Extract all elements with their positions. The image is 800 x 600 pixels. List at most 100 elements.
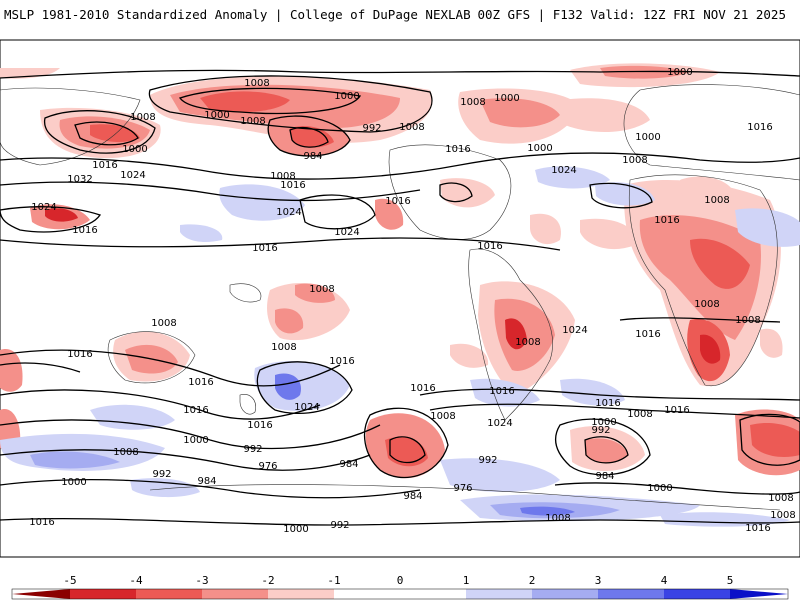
isobar-label: 1008	[130, 112, 155, 123]
isobar-label: 1016	[72, 225, 97, 236]
model-run-label: 00Z GFS | F132 Valid: 12Z FRI NOV 21 202…	[477, 7, 786, 22]
isobar-label: 1008	[244, 78, 269, 89]
isobar-label: 1008	[770, 510, 795, 521]
anomaly-region-neg	[680, 176, 735, 202]
isobar-label: 1016	[188, 377, 213, 388]
anomaly-region-pos	[30, 451, 120, 469]
isobar-label: 1016	[635, 329, 660, 340]
anomaly-region-pos	[219, 184, 305, 221]
isobar-label: 976	[258, 461, 277, 472]
anomaly-region-neg	[200, 91, 290, 113]
isobar-label: 984	[403, 491, 422, 502]
isobar-label: 1008	[622, 155, 647, 166]
isobar-label: 1008	[515, 337, 540, 348]
anomaly-region-neg	[375, 198, 404, 230]
anomaly-region-neg	[700, 334, 721, 364]
colorbar: -5 -4 -3 -2 -1 0 1 2 3 4 5	[11, 574, 789, 600]
anomaly-region-neg	[760, 328, 783, 358]
anomaly-region-pos	[254, 361, 350, 411]
isobar-label: 1016	[445, 144, 470, 155]
coastlines	[0, 84, 800, 511]
colorbar-tick-label: -3	[195, 574, 208, 587]
isobar-label: 992	[362, 123, 381, 134]
anomaly-region-neg	[750, 422, 800, 457]
isobar-label: 1000	[283, 524, 308, 535]
isobars	[0, 69, 800, 526]
isobar-label: 1024	[120, 170, 145, 181]
anomaly-region-neg	[440, 178, 495, 208]
anomaly-region-pos	[470, 378, 540, 407]
isobar-label: 1024	[551, 165, 576, 176]
isobar-label: 1000	[635, 132, 660, 143]
isobar-label: 1016	[29, 517, 54, 528]
isobar-label: 1000	[122, 144, 147, 155]
isobar-label: 1024	[334, 227, 359, 238]
isobar-label: 1016	[489, 386, 514, 397]
isobar-label: 1016	[477, 241, 502, 252]
isobar-label: 992	[478, 455, 497, 466]
isobar-label: 992	[591, 425, 610, 436]
isobar-label: 1016	[92, 160, 117, 171]
isobar-label: 1016	[664, 405, 689, 416]
isobar-label: 1016	[385, 196, 410, 207]
map-title: MSLP 1981-2010 Standardized Anomaly | Co…	[4, 7, 471, 22]
isobar-label: 1008	[270, 171, 295, 182]
isobar-label: 976	[453, 483, 472, 494]
colorbar-right-arrow	[730, 589, 788, 599]
isobar-label: 1016	[252, 243, 277, 254]
anomaly-region-neg	[600, 65, 690, 79]
colorbar-segment	[268, 589, 334, 599]
isobar-label: 1008	[627, 409, 652, 420]
isobar-label: 1000	[647, 483, 672, 494]
anomaly-region-pos	[440, 458, 560, 492]
anomaly-region-neg	[290, 125, 334, 148]
isobar-label: 1000	[183, 435, 208, 446]
isobar-label: 1016	[747, 122, 772, 133]
colorbar-tick-label: -5	[63, 574, 76, 587]
isobar-labels: 1008 1000 1008 1000 1008 1000 1008 1000 …	[29, 67, 795, 535]
isobar-label: 984	[303, 151, 322, 162]
isobar-label: 1016	[247, 420, 272, 431]
isobar-label: 1024	[31, 202, 56, 213]
colorbar-segment	[202, 589, 268, 599]
isobar-label: 1008	[430, 411, 455, 422]
isobar-label: 1016	[595, 398, 620, 409]
anomaly-region-pos	[90, 404, 175, 430]
isobar-label: 1016	[410, 383, 435, 394]
colorbar-tick-label: 3	[595, 574, 602, 587]
isobar-label: 984	[595, 471, 614, 482]
isobar-label: 1000	[667, 67, 692, 78]
anomaly-region-neg	[585, 438, 628, 464]
anomaly-region-pos	[535, 166, 610, 189]
colorbar-tick-label: -4	[129, 574, 143, 587]
colorbar-tick-label: 0	[397, 574, 404, 587]
isobar-label: 1024	[562, 325, 587, 336]
anomaly-region-neg	[690, 238, 750, 289]
anomaly-region-neg	[0, 349, 23, 392]
isobar-label: 1008	[460, 97, 485, 108]
anomaly-region-pos	[180, 224, 223, 243]
colorbar-segment	[664, 589, 730, 599]
anomaly-region-pos	[520, 506, 575, 516]
colorbar-tick-label: 2	[529, 574, 536, 587]
isobar-label: 1000	[527, 143, 552, 154]
isobar-label: 992	[243, 444, 262, 455]
colorbar-tick-label: 5	[727, 574, 734, 587]
isobar-label: 1008	[694, 299, 719, 310]
colorbar-left-arrow	[12, 589, 70, 599]
colorbar-segment	[70, 589, 136, 599]
isobar-label: 1000	[61, 477, 86, 488]
isobar-label: 1016	[654, 215, 679, 226]
isobar-label: 1008	[768, 493, 793, 504]
isobar-label: 1016	[67, 349, 92, 360]
isobar-label: 1008	[704, 195, 729, 206]
isobar-label: 1008	[399, 122, 424, 133]
colorbar-tick-label: 1	[463, 574, 470, 587]
anomaly-region-pos	[560, 378, 625, 406]
colorbar-segment	[466, 589, 532, 599]
anomaly-region-neg	[275, 308, 304, 334]
isobar-label: 1024	[294, 402, 319, 413]
anomaly-region-neg	[505, 318, 527, 350]
isobar-label: 1008	[545, 513, 570, 524]
